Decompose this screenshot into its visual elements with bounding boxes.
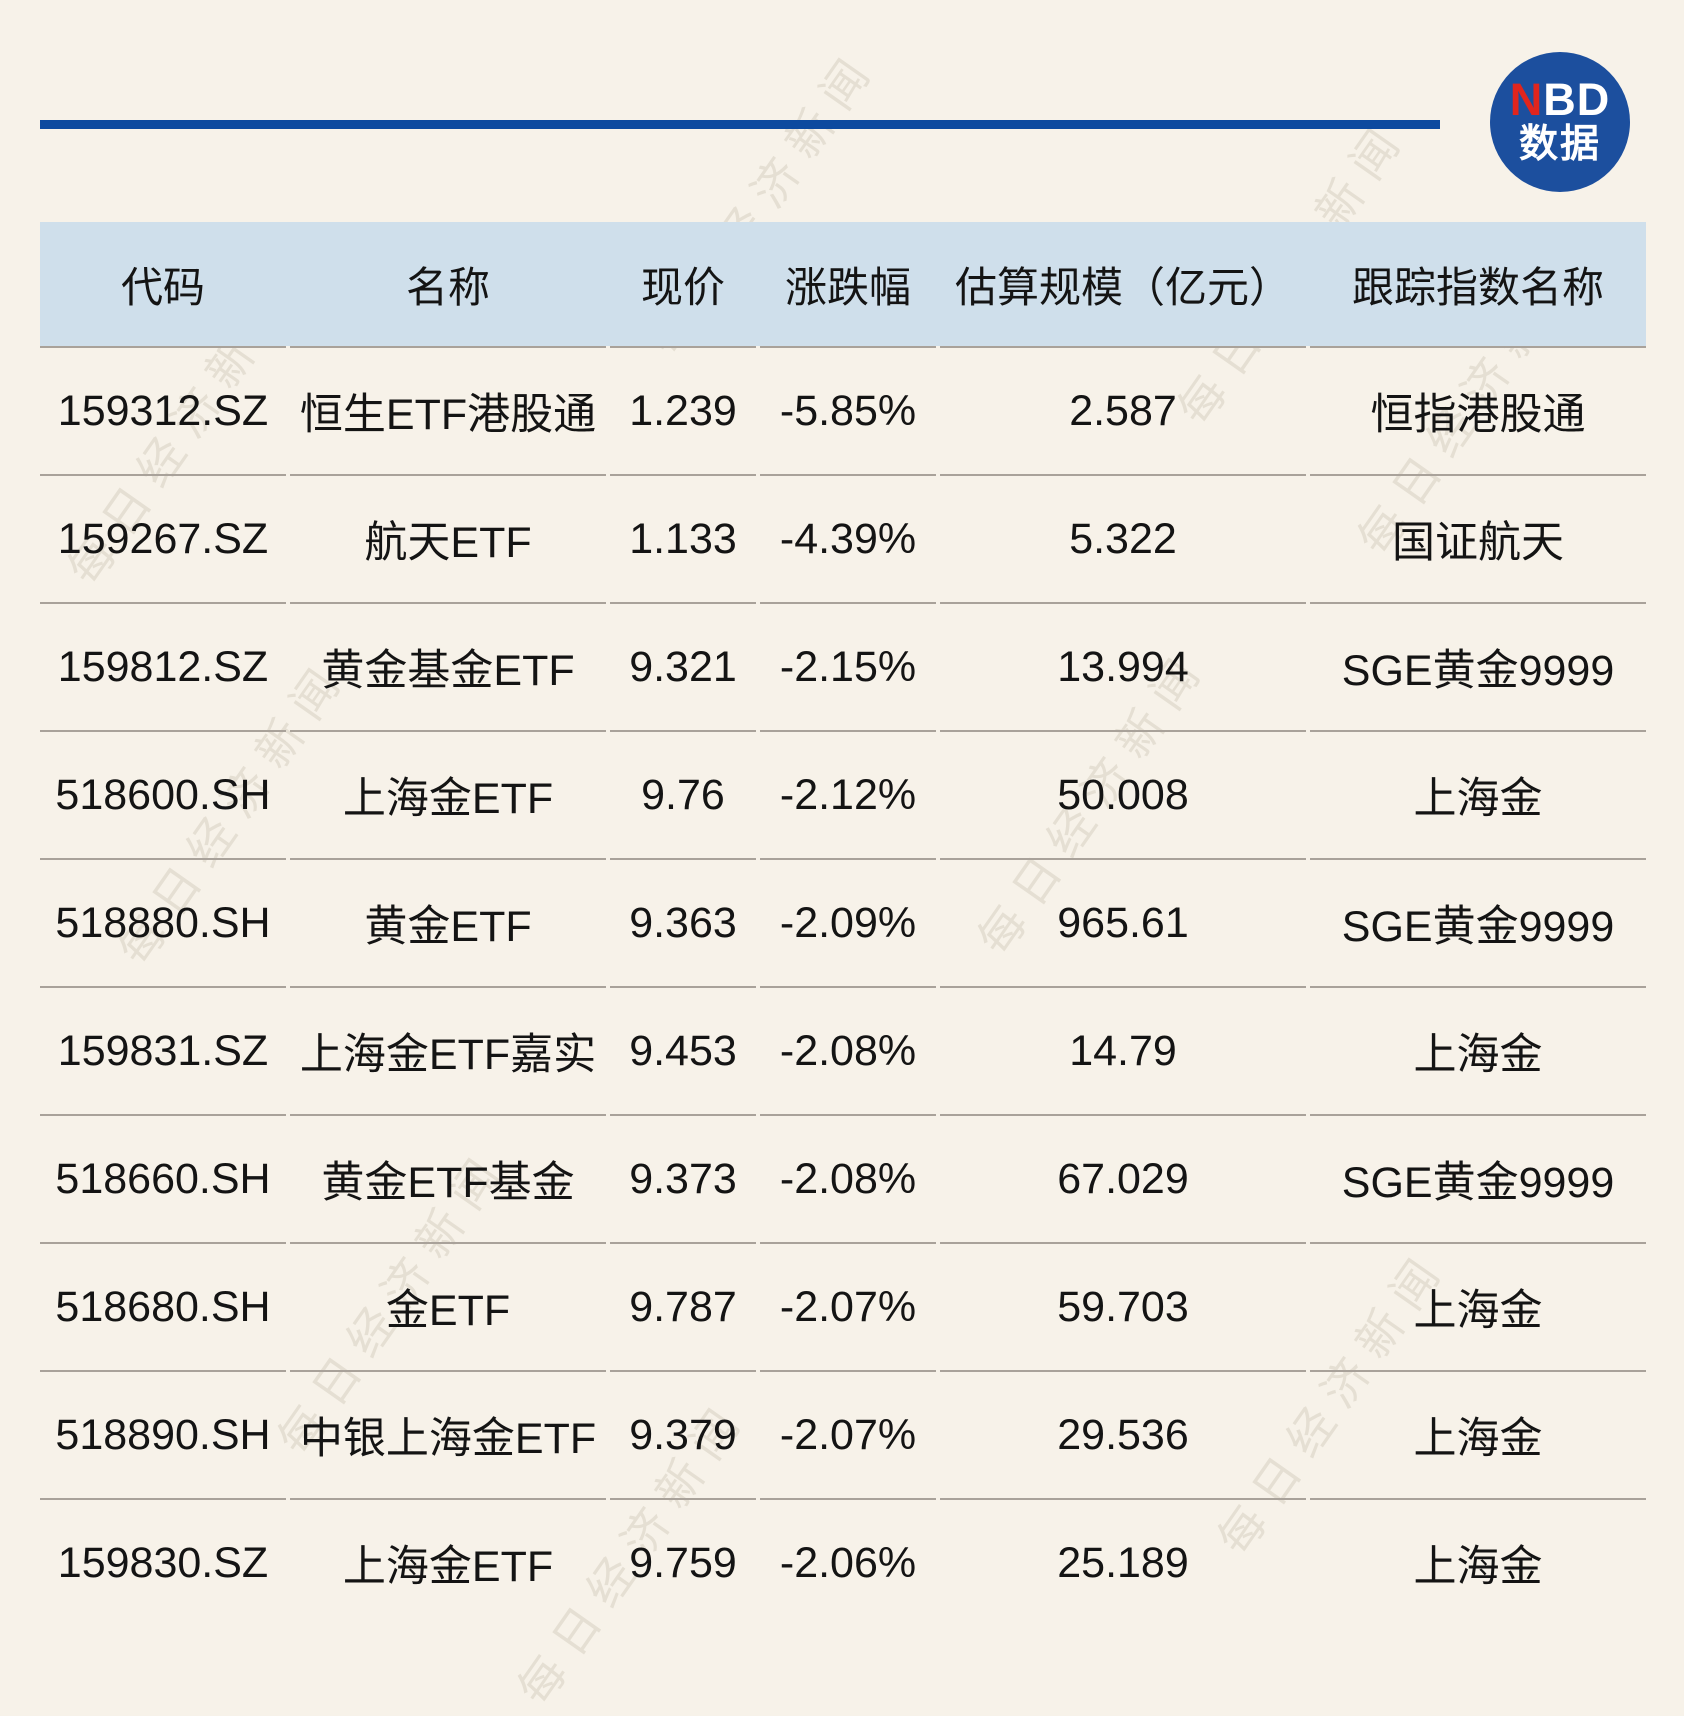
header-change-pct: 涨跌幅 <box>784 263 911 311</box>
price-cell: 9.759 <box>610 1498 756 1626</box>
etf-code-cell: 518680.SH <box>40 1242 286 1370</box>
etf-code-cell: 518890.SH <box>40 1370 286 1498</box>
table-row: 518660.SH 黄金ETF基金 9.373 -2.08% 67.029 SG… <box>40 1114 1646 1242</box>
etf-name-cell: 上海金ETF <box>290 730 606 858</box>
change-pct-cell: -2.07% <box>760 1242 936 1370</box>
change-pct-cell: -2.12% <box>760 730 936 858</box>
nbd-logo-bd: BD <box>1543 73 1611 125</box>
nbd-logo: NBD 数据 <box>1490 52 1630 192</box>
index-name-cell: 上海金 <box>1310 1498 1646 1626</box>
etf-code-cell: 159267.SZ <box>40 474 286 602</box>
scale-cell: 67.029 <box>940 1114 1306 1242</box>
scale-cell: 2.587 <box>940 346 1306 474</box>
price-cell: 9.379 <box>610 1370 756 1498</box>
index-name-cell: 上海金 <box>1310 1242 1646 1370</box>
etf-name-cell: 上海金ETF嘉实 <box>290 986 606 1114</box>
index-name-cell: 国证航天 <box>1310 474 1646 602</box>
table-header-row: 代码 名称 现价 涨跌幅 估算规模（亿元） 跟踪指数名称 <box>40 222 1646 346</box>
price-cell: 9.363 <box>610 858 756 986</box>
etf-name-cell: 航天ETF <box>290 474 606 602</box>
table-body: 159312.SZ 恒生ETF港股通 1.239 -5.85% 2.587 恒指… <box>40 346 1646 1626</box>
nbd-logo-n: N <box>1509 73 1544 125</box>
change-pct-cell: -2.09% <box>760 858 936 986</box>
scale-cell: 14.79 <box>940 986 1306 1114</box>
header-name: 名称 <box>405 263 490 311</box>
etf-name-cell: 恒生ETF港股通 <box>290 346 606 474</box>
price-cell: 9.76 <box>610 730 756 858</box>
header-index-name: 跟踪指数名称 <box>1351 263 1604 311</box>
change-pct-cell: -5.85% <box>760 346 936 474</box>
table-row: 159267.SZ 航天ETF 1.133 -4.39% 5.322 国证航天 <box>40 474 1646 602</box>
table-row: 159831.SZ 上海金ETF嘉实 9.453 -2.08% 14.79 上海… <box>40 986 1646 1114</box>
index-name-cell: 上海金 <box>1310 1370 1646 1498</box>
price-cell: 9.453 <box>610 986 756 1114</box>
scale-cell: 965.61 <box>940 858 1306 986</box>
price-cell: 1.239 <box>610 346 756 474</box>
header-price: 现价 <box>640 263 725 311</box>
header-scale: 估算规模（亿元） <box>954 263 1291 311</box>
table-row: 518680.SH 金ETF 9.787 -2.07% 59.703 上海金 <box>40 1242 1646 1370</box>
etf-name-cell: 金ETF <box>290 1242 606 1370</box>
etf-name-cell: 上海金ETF <box>290 1498 606 1626</box>
scale-cell: 13.994 <box>940 602 1306 730</box>
change-pct-cell: -2.08% <box>760 1114 936 1242</box>
price-cell: 1.133 <box>610 474 756 602</box>
index-name-cell: SGE黄金9999 <box>1310 602 1646 730</box>
change-pct-cell: -2.08% <box>760 986 936 1114</box>
scale-cell: 29.536 <box>940 1370 1306 1498</box>
etf-table: 代码 名称 现价 涨跌幅 估算规模（亿元） 跟踪指数名称 159312.SZ 恒… <box>40 222 1646 1626</box>
change-pct-cell: -2.15% <box>760 602 936 730</box>
index-name-cell: SGE黄金9999 <box>1310 858 1646 986</box>
etf-code-cell: 518880.SH <box>40 858 286 986</box>
table-row: 159830.SZ 上海金ETF 9.759 -2.06% 25.189 上海金 <box>40 1498 1646 1626</box>
etf-name-cell: 黄金ETF基金 <box>290 1114 606 1242</box>
header-code: 代码 <box>120 263 205 311</box>
brand-divider-line <box>40 120 1440 129</box>
change-pct-cell: -4.39% <box>760 474 936 602</box>
price-cell: 9.373 <box>610 1114 756 1242</box>
index-name-cell: 上海金 <box>1310 986 1646 1114</box>
scale-cell: 5.322 <box>940 474 1306 602</box>
change-pct-cell: -2.06% <box>760 1498 936 1626</box>
etf-name-cell: 黄金基金ETF <box>290 602 606 730</box>
etf-code-cell: 518600.SH <box>40 730 286 858</box>
etf-code-cell: 518660.SH <box>40 1114 286 1242</box>
change-pct-cell: -2.07% <box>760 1370 936 1498</box>
etf-code-cell: 159831.SZ <box>40 986 286 1114</box>
etf-name-cell: 黄金ETF <box>290 858 606 986</box>
table-row: 518890.SH 中银上海金ETF 9.379 -2.07% 29.536 上… <box>40 1370 1646 1498</box>
price-cell: 9.787 <box>610 1242 756 1370</box>
scale-cell: 25.189 <box>940 1498 1306 1626</box>
table-row: 159812.SZ 黄金基金ETF 9.321 -2.15% 13.994 SG… <box>40 602 1646 730</box>
index-name-cell: 上海金 <box>1310 730 1646 858</box>
price-cell: 9.321 <box>610 602 756 730</box>
index-name-cell: SGE黄金9999 <box>1310 1114 1646 1242</box>
etf-code-cell: 159312.SZ <box>40 346 286 474</box>
scale-cell: 59.703 <box>940 1242 1306 1370</box>
scale-cell: 50.008 <box>940 730 1306 858</box>
nbd-logo-subtext: 数据 <box>1518 122 1601 166</box>
table-row: 159312.SZ 恒生ETF港股通 1.239 -5.85% 2.587 恒指… <box>40 346 1646 474</box>
index-name-cell: 恒指港股通 <box>1310 346 1646 474</box>
table-row: 518880.SH 黄金ETF 9.363 -2.09% 965.61 SGE黄… <box>40 858 1646 986</box>
table-row: 518600.SH 上海金ETF 9.76 -2.12% 50.008 上海金 <box>40 730 1646 858</box>
etf-code-cell: 159830.SZ <box>40 1498 286 1626</box>
nbd-logo-text: NBD <box>1509 73 1611 125</box>
etf-code-cell: 159812.SZ <box>40 602 286 730</box>
etf-name-cell: 中银上海金ETF <box>290 1370 606 1498</box>
